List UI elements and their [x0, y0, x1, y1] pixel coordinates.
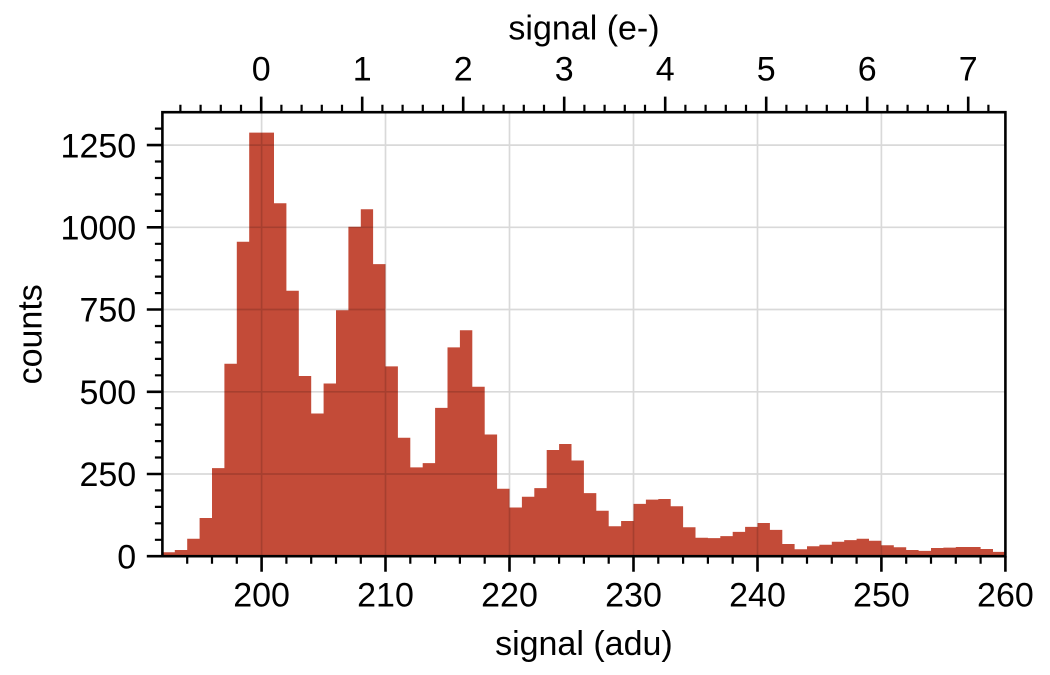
svg-text:240: 240: [729, 577, 786, 615]
svg-text:0: 0: [117, 538, 136, 576]
svg-text:signal (e-): signal (e-): [508, 10, 659, 48]
svg-text:220: 220: [481, 577, 538, 615]
svg-text:250: 250: [853, 577, 910, 615]
svg-text:3: 3: [555, 50, 574, 88]
svg-text:signal (adu): signal (adu): [495, 625, 673, 663]
svg-text:counts: counts: [12, 284, 50, 384]
svg-text:0: 0: [252, 50, 271, 88]
svg-text:1: 1: [353, 50, 372, 88]
svg-text:250: 250: [79, 456, 136, 494]
svg-text:210: 210: [357, 577, 414, 615]
svg-text:200: 200: [233, 577, 290, 615]
svg-text:4: 4: [656, 50, 675, 88]
svg-text:1250: 1250: [61, 127, 137, 165]
svg-text:750: 750: [79, 292, 136, 330]
svg-text:230: 230: [605, 577, 662, 615]
svg-text:260: 260: [977, 577, 1034, 615]
svg-text:6: 6: [858, 50, 877, 88]
svg-text:500: 500: [79, 374, 136, 412]
svg-text:5: 5: [757, 50, 776, 88]
svg-text:1000: 1000: [61, 210, 137, 248]
svg-text:2: 2: [454, 50, 473, 88]
svg-text:7: 7: [959, 50, 978, 88]
